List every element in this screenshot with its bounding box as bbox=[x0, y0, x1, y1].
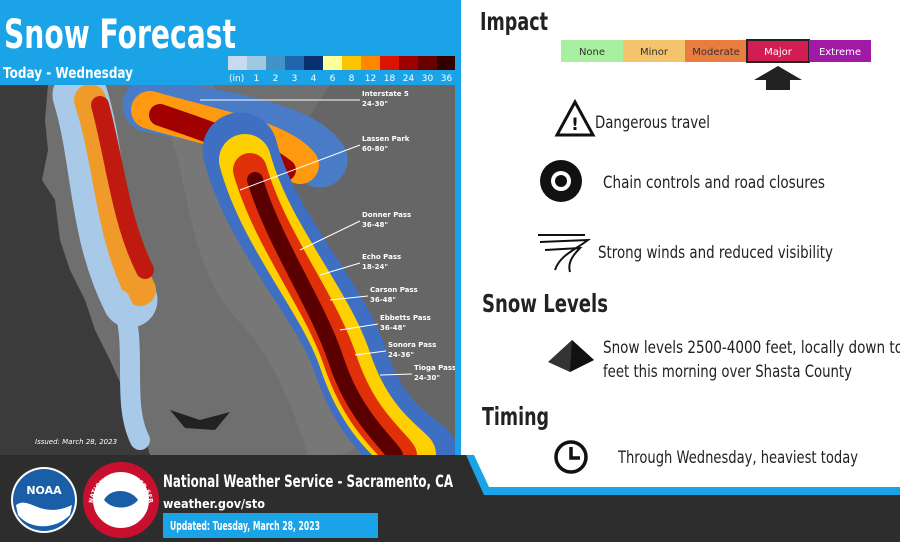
leader-line bbox=[319, 262, 361, 276]
legend-label: 6 bbox=[330, 74, 336, 84]
snow-amount: 24-30" bbox=[362, 100, 388, 108]
legend-label: 1 bbox=[254, 74, 260, 84]
panel-divider bbox=[455, 0, 461, 455]
legend-swatch bbox=[228, 56, 247, 70]
updated-box bbox=[163, 513, 378, 538]
impact-item: Strong winds and reduced visibility bbox=[598, 243, 833, 263]
updated-text: Updated: Tuesday, March 28, 2023 bbox=[170, 519, 320, 533]
legend-swatch bbox=[418, 56, 437, 70]
subtitle: Today - Wednesday bbox=[3, 64, 133, 82]
legend-swatch bbox=[285, 56, 304, 70]
issued-date: Issued: March 28, 2023 bbox=[35, 438, 117, 446]
impact-level bbox=[685, 40, 747, 62]
impact-level-label: Minor bbox=[640, 47, 669, 58]
legend-unit: (in) bbox=[229, 74, 244, 84]
snow-amount: 36-48" bbox=[370, 296, 396, 304]
legend-label: 36 bbox=[441, 74, 453, 84]
impact-pointer bbox=[754, 66, 802, 90]
snow-amount: 36-48" bbox=[362, 221, 388, 229]
mountain-icon bbox=[548, 340, 594, 372]
impact-level-label: Extreme bbox=[819, 47, 861, 58]
leader-line bbox=[379, 373, 413, 376]
snow-amount: 24-30" bbox=[414, 374, 440, 382]
impact-level-label: Major bbox=[764, 47, 793, 58]
snow-amount: 18-24" bbox=[362, 263, 388, 271]
leader-line bbox=[354, 350, 387, 356]
legend-label: 2 bbox=[273, 74, 279, 84]
timing-text: Through Wednesday, heaviest today bbox=[617, 448, 858, 468]
footer-stripe bbox=[466, 455, 900, 495]
timing-heading: Timing bbox=[482, 402, 549, 431]
snow-amount: 36-48" bbox=[380, 324, 406, 332]
legend-label: 24 bbox=[403, 74, 415, 84]
impact-item: Dangerous travel bbox=[595, 113, 710, 133]
legend-label: 12 bbox=[365, 74, 376, 84]
impact-level bbox=[623, 40, 685, 62]
legend-label: 30 bbox=[422, 74, 434, 84]
leader-line bbox=[239, 144, 361, 191]
clock-icon bbox=[554, 440, 588, 474]
legend-swatch bbox=[247, 56, 266, 70]
title: Snow Forecast bbox=[4, 12, 236, 58]
legend-label: 3 bbox=[292, 74, 298, 84]
impact-level bbox=[561, 40, 623, 62]
snow-levels-text: Snow levels 2500-4000 feet, locally down… bbox=[603, 338, 900, 358]
impact-level-label: Moderate bbox=[692, 47, 740, 58]
snow-amount: 60-80" bbox=[362, 145, 388, 153]
office-name: National Weather Service - Sacramento, C… bbox=[163, 472, 454, 492]
impact-level-label: None bbox=[579, 47, 605, 58]
snow-levels-heading: Snow Levels bbox=[482, 289, 608, 318]
noaa-logo: NOAA bbox=[11, 467, 77, 533]
noaa-text: NOAA bbox=[26, 484, 62, 497]
location-name: Lassen Park bbox=[362, 135, 410, 143]
warning-icon-mark: ! bbox=[571, 115, 579, 135]
snow-levels-text: feet this morning over Shasta County bbox=[603, 362, 852, 382]
location-name: Donner Pass bbox=[362, 211, 411, 219]
location-name: Carson Pass bbox=[370, 286, 418, 294]
office-url[interactable]: weather.gov/sto bbox=[163, 497, 265, 511]
location-name: Ebbetts Pass bbox=[380, 314, 431, 322]
legend-swatch bbox=[380, 56, 399, 70]
leader-line bbox=[329, 295, 369, 301]
wind-icon bbox=[538, 234, 592, 273]
snow-amount: 24-36" bbox=[388, 351, 414, 359]
legend-swatch bbox=[323, 56, 342, 70]
legend-swatch bbox=[342, 56, 361, 70]
tire-icon bbox=[540, 160, 582, 202]
map: Interstate 5 24-30" Lassen Park 60-80" Donne… bbox=[0, 85, 456, 455]
legend-label: 18 bbox=[384, 74, 396, 84]
legend-swatch bbox=[304, 56, 323, 70]
impact-item: Chain controls and road closures bbox=[603, 173, 825, 193]
legend-label: 4 bbox=[311, 74, 317, 84]
location-name: Echo Pass bbox=[362, 253, 401, 261]
impact-level bbox=[809, 40, 871, 62]
legend: (in) 1 2 3 4 6 8 12 18 24 30 36 bbox=[228, 56, 456, 84]
impact-scale: None Minor Moderate Major Extreme bbox=[561, 39, 871, 90]
legend-swatch bbox=[266, 56, 285, 70]
location-name: Tioga Pass bbox=[414, 364, 456, 372]
legend-swatch bbox=[361, 56, 380, 70]
leader-line bbox=[299, 220, 361, 251]
location-name: Sonora Pass bbox=[388, 341, 436, 349]
location-name: Interstate 5 bbox=[362, 90, 409, 98]
leader-line bbox=[339, 323, 379, 331]
legend-label: 8 bbox=[349, 74, 355, 84]
legend-swatch bbox=[399, 56, 418, 70]
warning-icon bbox=[554, 98, 596, 137]
legend-swatch bbox=[437, 56, 456, 70]
impact-heading: Impact bbox=[480, 7, 548, 36]
